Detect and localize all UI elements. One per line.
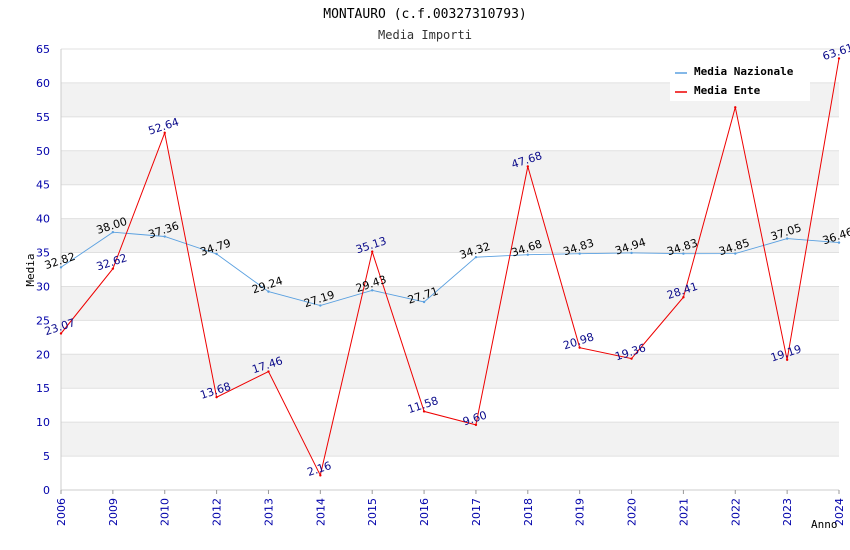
x-tick-2022: 2022 (729, 498, 742, 526)
series-line-nazionale (60, 231, 840, 306)
point-nazionale-2013 (267, 290, 270, 293)
x-tick-2013: 2013 (262, 498, 275, 526)
point-nazionale-2020 (630, 251, 633, 255)
point-ente-2024 (837, 57, 841, 60)
point-nazionale-2023 (785, 237, 789, 240)
point-ente-2015 (371, 250, 374, 253)
legend-label-ente: Media Ente (694, 84, 761, 97)
x-tick-2018: 2018 (522, 498, 535, 526)
point-ente-2020 (630, 357, 633, 360)
grid-band (61, 286, 839, 321)
point-ente-2010 (163, 131, 166, 135)
y-tick-10: 10 (36, 416, 50, 429)
y-tick-60: 60 (36, 77, 50, 90)
point-ente-2021 (682, 296, 685, 299)
point-ente-2018 (526, 165, 529, 168)
y-tick-55: 55 (36, 111, 50, 124)
chart-subtitle: Media Importi (378, 28, 472, 42)
x-tick-2010: 2010 (159, 498, 172, 526)
x-tick-2024: 2024 (833, 498, 846, 526)
x-axis-label: Anno (811, 518, 838, 531)
x-tick-2023: 2023 (781, 498, 794, 526)
y-tick-15: 15 (36, 382, 50, 395)
legend: Media Nazionale Media Ente (670, 61, 810, 101)
point-nazionale-2024 (837, 241, 841, 244)
y-tick-25: 25 (36, 314, 50, 327)
y-tick-40: 40 (36, 213, 50, 226)
y-tick-5: 5 (43, 450, 50, 463)
point-ente-2012 (215, 395, 218, 399)
grid-bands (61, 82, 839, 457)
x-tick-2009: 2009 (107, 498, 120, 526)
x-tick-labels: 2006 2009 2010 2012 2013 2014 2015 2016 2017 2018… (55, 498, 846, 526)
point-ente-2023 (785, 358, 789, 362)
point-nazionale-2019 (578, 252, 581, 255)
point-nazionale-2014 (319, 304, 322, 307)
x-tick-2021: 2021 (677, 498, 690, 526)
series-line-ente (60, 58, 840, 477)
point-ente-2016 (422, 410, 426, 413)
data-label-ente-2014: 2.16 (306, 459, 333, 479)
point-ente-2013 (267, 370, 270, 373)
legend-label-nazionale: Media Nazionale (694, 65, 794, 78)
x-tick-2019: 2019 (574, 498, 587, 526)
y-tick-65: 65 (36, 43, 50, 56)
grid-band (61, 422, 839, 457)
point-nazionale-2006 (59, 266, 63, 269)
x-tick-2012: 2012 (211, 498, 224, 526)
point-ente-2017 (474, 423, 478, 427)
grid-band (61, 150, 839, 185)
point-ente-2014 (319, 474, 322, 477)
point-nazionale-2009 (111, 230, 115, 234)
point-nazionale-2017 (474, 255, 478, 259)
point-nazionale-2012 (215, 252, 218, 256)
point-nazionale-2016 (422, 300, 426, 304)
y-tick-labels: 0 5 10 15 20 25 30 35 40 45 50 55 60 65 (36, 43, 50, 497)
grid-band (61, 354, 839, 389)
point-nazionale-2010 (163, 235, 166, 238)
x-tick-2006: 2006 (55, 498, 68, 526)
axes (60, 49, 840, 494)
point-nazionale-2015 (371, 289, 374, 292)
data-label-ente-2024: 63.61 (821, 41, 850, 63)
point-nazionale-2018 (526, 253, 529, 256)
chart-title: MONTAURO (c.f.00327310793) (323, 7, 527, 22)
point-nazionale-2022 (734, 252, 737, 255)
y-tick-20: 20 (36, 348, 50, 361)
x-tick-2016: 2016 (418, 498, 431, 526)
point-ente-2019 (578, 346, 581, 349)
point-nazionale-2021 (682, 252, 685, 255)
point-ente-2009 (111, 267, 115, 270)
data-label-ente-2016: 11.58 (406, 394, 440, 416)
y-tick-50: 50 (36, 145, 50, 158)
point-ente-2022 (734, 106, 737, 109)
y-axis-label: Media (24, 253, 37, 286)
x-tick-2015: 2015 (366, 498, 379, 526)
x-tick-2014: 2014 (314, 498, 327, 526)
series-lines (59, 57, 841, 477)
grid-band (61, 218, 839, 253)
x-tick-2017: 2017 (470, 498, 483, 526)
data-label-ente-2019: 20.98 (562, 330, 596, 352)
y-tick-0: 0 (43, 484, 50, 497)
y-tick-45: 45 (36, 179, 50, 192)
point-ente-2006 (59, 332, 63, 335)
legend-box (670, 61, 810, 101)
y-tick-35: 35 (36, 247, 50, 260)
y-tick-30: 30 (36, 280, 50, 293)
x-tick-2020: 2020 (626, 498, 639, 526)
